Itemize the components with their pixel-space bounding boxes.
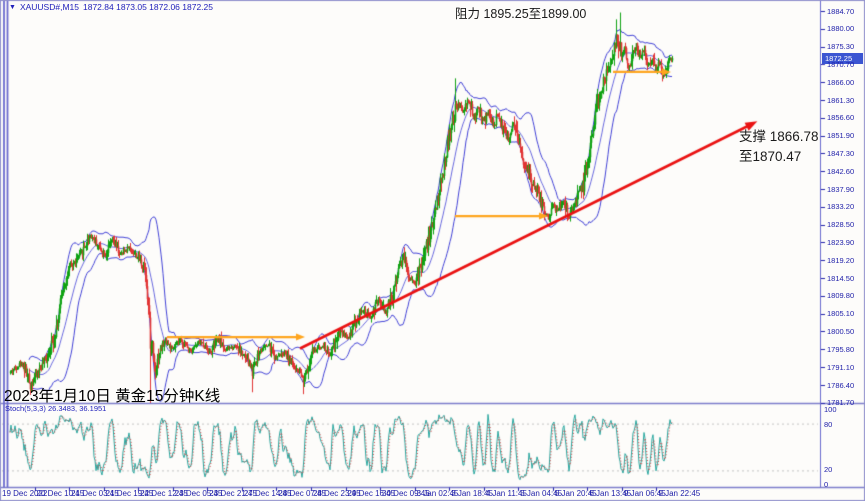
current-price-tag: 1872.25: [822, 53, 863, 64]
